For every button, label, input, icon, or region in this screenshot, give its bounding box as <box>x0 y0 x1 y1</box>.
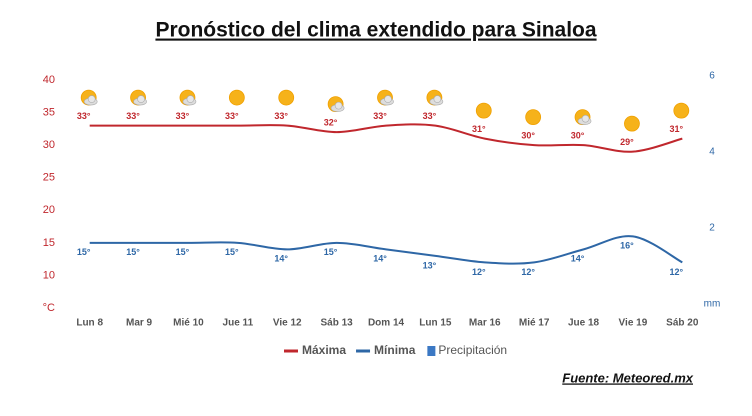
data-label: 33° <box>423 111 437 121</box>
y-tick-label: 40 <box>43 74 55 86</box>
x-tick-label: Mié 10 <box>173 318 204 329</box>
sun-icon <box>673 102 690 119</box>
x-tick-label: Mié 17 <box>519 318 550 329</box>
data-label: 13° <box>423 260 437 270</box>
data-label: 33° <box>373 111 387 121</box>
x-tick-label: Jue 18 <box>568 318 600 329</box>
data-label: 15° <box>77 247 91 257</box>
x-tick-label: Mar 9 <box>126 318 153 329</box>
cloud-icon <box>186 95 195 103</box>
y-tick-label: 10 <box>43 269 55 281</box>
weather-icon <box>278 89 295 106</box>
cloud-icon <box>137 95 145 103</box>
weather-icon <box>179 89 197 106</box>
data-label: 15° <box>126 247 140 257</box>
weather-icon <box>673 102 690 119</box>
data-label: 12° <box>521 267 535 277</box>
series-line <box>89 123 683 153</box>
data-label: 33° <box>126 111 140 121</box>
y-tick-label: 25 <box>43 172 55 184</box>
x-tick-label: Sáb 20 <box>666 318 699 329</box>
data-label: 33° <box>225 111 239 121</box>
cloud-icon <box>334 101 343 110</box>
weather-icon <box>130 89 147 106</box>
y2-tick-label: 4 <box>709 147 715 158</box>
y-tick-label: °C <box>43 302 55 314</box>
data-label: 14° <box>571 254 585 264</box>
x-tick-label: Jue 11 <box>223 318 254 329</box>
weather-icon <box>475 102 492 119</box>
data-label: 30° <box>521 131 535 141</box>
x-tick-label: Vie 19 <box>619 318 648 329</box>
data-label: 15° <box>324 247 338 257</box>
data-label: 33° <box>77 111 91 121</box>
data-label: 33° <box>176 111 190 121</box>
y-tick-label: 30 <box>43 139 55 151</box>
y-tick-label: 35 <box>43 106 55 118</box>
weather-icon <box>377 89 394 106</box>
x-tick-label: Sáb 13 <box>320 318 353 329</box>
data-label: 31° <box>669 124 683 134</box>
legend-label: Mínima <box>374 343 416 357</box>
cloud-icon <box>433 95 442 103</box>
sun-icon <box>228 89 245 106</box>
data-label: 30° <box>571 131 585 141</box>
legend-label: Precipitación <box>438 343 507 357</box>
sun-icon <box>525 109 542 126</box>
chart-title: Pronóstico del clima extendido para Sina… <box>155 19 596 42</box>
data-label: 32° <box>324 117 338 127</box>
data-label: 15° <box>225 247 239 257</box>
y-tick-label: 20 <box>43 204 55 216</box>
sun-icon <box>624 115 640 132</box>
y2-tick-label: 6 <box>709 71 715 82</box>
data-label: 12° <box>669 267 683 277</box>
x-tick-label: Vie 12 <box>273 318 302 329</box>
sun-icon <box>278 89 295 106</box>
data-label: 15° <box>176 247 190 257</box>
weather-icon <box>80 89 98 106</box>
data-label: 14° <box>274 254 288 264</box>
y-tick-label: 15 <box>43 237 55 249</box>
source: Fuente: Meteored.mx <box>562 370 694 385</box>
legend-label: Máxima <box>302 343 346 357</box>
weather-icon <box>426 89 444 106</box>
weather-icon <box>228 89 245 106</box>
data-label: 14° <box>373 254 387 264</box>
cloud-icon <box>384 95 392 103</box>
y2-tick-label: mm <box>704 299 721 310</box>
data-label: 33° <box>274 111 288 121</box>
data-label: 12° <box>472 267 486 277</box>
cloud-icon <box>581 114 590 123</box>
weather-icon <box>525 109 542 126</box>
x-tick-label: Lun 8 <box>76 318 103 329</box>
cloud-icon <box>87 95 96 103</box>
x-tick-label: Mar 16 <box>469 318 501 329</box>
sun-icon <box>475 102 492 119</box>
data-label: 31° <box>472 124 486 134</box>
data-label: 16° <box>620 241 634 251</box>
y2-tick-label: 2 <box>709 223 715 234</box>
x-tick-label: Lun 15 <box>419 318 452 329</box>
data-label: 29° <box>620 137 634 147</box>
legend-swatch <box>427 346 436 356</box>
weather-icon <box>327 96 345 113</box>
weather-icon <box>624 115 640 132</box>
series-line <box>89 235 683 265</box>
weather-icon <box>574 109 592 126</box>
x-tick-label: Dom 14 <box>368 318 405 329</box>
